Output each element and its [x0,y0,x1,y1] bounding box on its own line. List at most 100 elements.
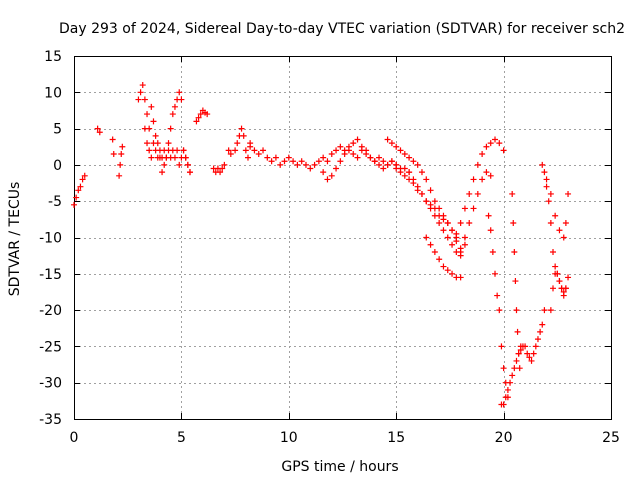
data-point [492,136,499,143]
data-point [479,151,486,158]
data-point [414,183,421,190]
data-points [71,82,572,408]
data-point [148,154,155,161]
x-tick-labels: 0 5 10 15 20 25 [70,430,620,446]
data-point [457,219,464,226]
data-point [119,143,126,150]
data-point [94,125,101,132]
data-point [507,379,514,386]
data-point [333,165,340,172]
data-point [440,216,447,223]
data-point [146,147,153,154]
y-tick-label: -10 [39,231,62,247]
data-point [483,143,490,150]
data-point [401,151,408,158]
data-point [272,154,279,161]
data-point [141,96,148,103]
data-point [470,176,477,183]
data-point [195,114,202,121]
data-point [388,158,395,165]
axis-ticks [74,56,612,420]
y-tick-label: -15 [39,267,62,283]
series-dip16 [423,234,464,281]
data-point [96,129,103,136]
data-point [333,147,340,154]
data-point [193,118,200,125]
data-point [141,125,148,132]
data-point [350,140,357,147]
series-mid5 [193,107,254,176]
data-point [562,285,569,292]
data-point [290,158,297,165]
data-point [550,285,557,292]
data-point [225,147,232,154]
series-drop15c [406,169,460,237]
data-point [406,169,413,176]
series-spike20 [509,190,524,372]
data-point [118,151,125,158]
data-point [73,194,80,201]
data-point [311,161,318,168]
data-point [524,350,531,357]
data-point [182,154,189,161]
data-point [238,125,245,132]
data-point [358,147,365,154]
data-point [116,172,123,179]
x-axis-label: GPS time / hours [281,459,398,475]
data-point [186,169,193,176]
y-tick-label: -35 [39,412,62,428]
data-point [537,328,544,335]
data-point [285,154,292,161]
data-point [487,227,494,234]
data-point [148,103,155,110]
data-point [556,227,563,234]
data-point [380,165,387,172]
data-point [234,140,241,147]
data-point [496,140,503,147]
data-point [427,241,434,248]
data-point [75,187,82,194]
data-point [547,219,554,226]
series-rise18b [457,169,494,256]
series-late22 [543,176,572,241]
data-point [449,270,456,277]
data-point [341,151,348,158]
data-point [180,147,187,154]
data-point [431,198,438,205]
data-point [541,307,548,314]
data-point [436,219,443,226]
data-point [418,190,425,197]
y-axis-label: SDTVAR / TECUs [7,182,23,297]
data-point [197,111,204,118]
data-point [410,158,417,165]
x-tick-label: 0 [70,430,79,446]
data-point [337,158,344,165]
data-point [401,165,408,172]
data-point [516,365,523,372]
series-low20 [498,307,548,408]
data-point [427,201,434,208]
data-point [328,151,335,158]
data-point [298,158,305,165]
chart-title: Day 293 of 2024, Sidereal Day-to-day VTE… [59,21,625,37]
data-point [545,198,552,205]
data-point [139,82,146,89]
data-point [135,96,142,103]
y-tick-label: -5 [48,194,62,210]
data-point [560,292,567,299]
data-point [511,365,518,372]
data-point [511,249,518,256]
data-point [350,151,357,158]
data-point [328,172,335,179]
data-point [487,140,494,147]
data-point [431,249,438,256]
data-point [552,263,559,270]
data-point [244,154,251,161]
data-point [457,274,464,281]
data-point [117,161,124,168]
data-point [232,147,239,154]
data-point [227,151,234,158]
data-point [110,151,117,158]
data-point [498,343,505,350]
